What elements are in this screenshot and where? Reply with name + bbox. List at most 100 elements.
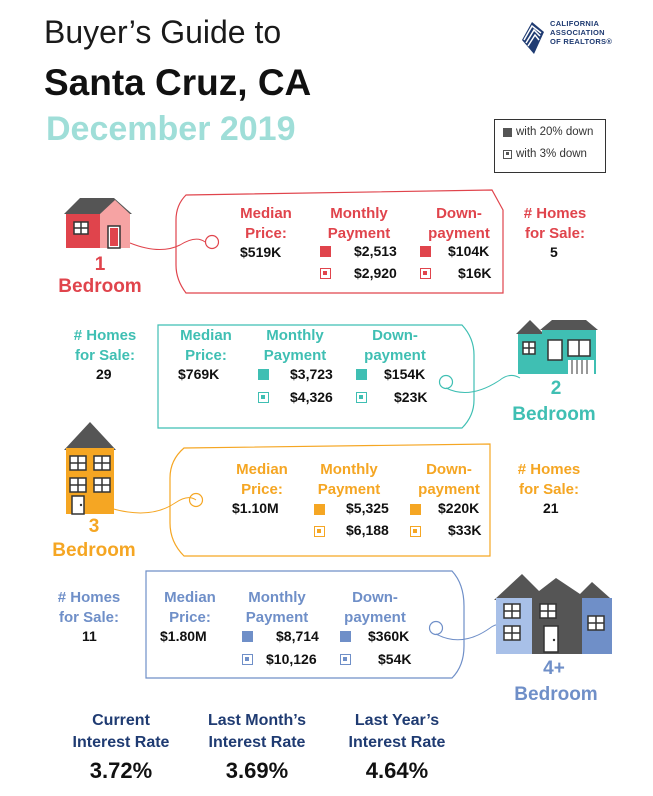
legend: with 20% down with 3% down	[494, 119, 606, 173]
car-logo-icon	[522, 22, 544, 54]
median-label-2-b: Price:	[185, 347, 227, 364]
down-label-4-b: payment	[344, 609, 406, 626]
down20-value-3: $220K	[438, 500, 480, 516]
median-value-4: $1.80M	[160, 628, 207, 644]
legend-solid-label: with 20% down	[516, 126, 594, 138]
hollow-square-icon	[320, 268, 331, 279]
homes-value-3: 21	[543, 500, 559, 516]
bedroom-2-number: 2	[550, 378, 562, 399]
median-value-3: $1.10M	[232, 500, 279, 516]
homes-value-2: 29	[96, 366, 112, 382]
hollow-square-icon	[258, 392, 269, 403]
monthly3-value-4: $10,126	[266, 651, 317, 667]
tag-2-bedroom	[157, 324, 521, 429]
down-label-3: Down- payment	[404, 460, 494, 500]
hollow-square-icon	[356, 392, 367, 403]
down20-value-1: $104K	[448, 243, 490, 259]
last-month-rate-label-b: Interest Rate	[208, 734, 306, 751]
median-label-1-a: Median	[240, 205, 292, 222]
hollow-square-icon	[242, 654, 253, 665]
down-label-2: Down- payment	[350, 326, 440, 366]
current-rate-label-b: Interest Rate	[72, 734, 170, 751]
down-label-4-a: Down-	[352, 589, 398, 606]
monthly20-value-2: $3,723	[290, 366, 333, 382]
median-label-2: Median Price:	[166, 326, 246, 366]
homes-label-3-b: for Sale:	[518, 481, 579, 498]
median-label-3-a: Median	[236, 461, 288, 478]
homes-label-2: # Homes for Sale:	[60, 326, 150, 366]
down-label-2-a: Down-	[372, 327, 418, 344]
median-value-2: $769K	[178, 366, 220, 382]
monthly3-value-2: $4,326	[290, 389, 333, 405]
current-rate-label: Current Interest Rate	[56, 710, 186, 754]
title-date: December 2019	[46, 110, 296, 148]
hollow-square-icon	[410, 526, 421, 537]
down20-value-2: $154K	[384, 366, 426, 382]
down3-value-4: $54K	[378, 651, 412, 667]
homes-label-1-a: # Homes	[523, 205, 587, 222]
monthly-label-3-b: Payment	[317, 481, 381, 498]
homes-label-1-b: for Sale:	[524, 225, 585, 242]
homes-label-4: # Homes for Sale:	[44, 588, 134, 628]
bedroom-1-label: Bedroom	[58, 276, 142, 297]
homes-label-3: # Homes for Sale:	[504, 460, 594, 500]
homes-label-1: # Homes for Sale:	[510, 204, 600, 244]
down-label-4: Down- payment	[330, 588, 420, 628]
median-label-4-a: Median	[164, 589, 216, 606]
title-line-1: Buyer’s Guide to	[44, 14, 282, 50]
homes-label-4-a: # Homes	[57, 589, 121, 606]
solid-square-icon	[503, 127, 512, 137]
legend-hollow: with 3% down	[503, 148, 587, 160]
monthly-label-3: Monthly Payment	[304, 460, 394, 500]
current-rate-value: 3.72%	[89, 758, 153, 783]
solid-square-icon	[314, 504, 325, 515]
homes-label-4-b: for Sale:	[58, 609, 119, 626]
last-year-rate-label: Last Year’s Interest Rate	[332, 710, 462, 754]
monthly-label-4: Monthly Payment	[232, 588, 322, 628]
median-label-1: Median Price:	[226, 204, 306, 244]
bedroom-4-label: Bedroom	[514, 684, 598, 705]
house-1-bedroom-icon	[64, 198, 132, 249]
solid-square-icon	[356, 369, 367, 380]
median-value-1: $519K	[240, 244, 282, 260]
median-label-3: Median Price:	[222, 460, 302, 500]
monthly-label-1: Monthly Payment	[314, 204, 404, 244]
down-label-1-b: payment	[428, 225, 490, 242]
hollow-square-icon	[503, 149, 512, 159]
homes-label-3-a: # Homes	[517, 461, 581, 478]
homes-label-2-a: # Homes	[73, 327, 137, 344]
down-label-3-b: payment	[418, 481, 480, 498]
solid-square-icon	[420, 246, 431, 257]
bedroom-4-number: 4+	[543, 658, 565, 679]
last-month-rate-label-a: Last Month’s	[207, 712, 307, 729]
last-month-rate-label: Last Month’s Interest Rate	[192, 710, 322, 754]
monthly3-value-3: $6,188	[346, 522, 389, 538]
down-label-2-b: payment	[364, 347, 426, 364]
solid-square-icon	[258, 369, 269, 380]
down3-value-3: $33K	[448, 522, 482, 538]
last-month-rate-value: 3.69%	[225, 758, 289, 783]
monthly-label-2-a: Monthly	[266, 327, 324, 344]
bedroom-3-label: Bedroom	[52, 540, 136, 561]
median-label-4-b: Price:	[169, 609, 211, 626]
hollow-square-icon	[314, 526, 325, 537]
monthly-label-3-a: Monthly	[320, 461, 378, 478]
homes-value-1: 5	[550, 244, 558, 260]
down3-value-2: $23K	[394, 389, 428, 405]
logo-text: CALIFORNIA ASSOCIATION OF REALTORS®	[550, 19, 612, 46]
monthly-label-2: Monthly Payment	[250, 326, 340, 366]
solid-square-icon	[242, 631, 253, 642]
median-label-2-a: Median	[180, 327, 232, 344]
logo-text-line-3: OF REALTORS®	[550, 37, 613, 46]
down-label-1: Down- payment	[414, 204, 504, 244]
down-label-1-a: Down-	[436, 205, 482, 222]
house-3-bedroom-icon	[64, 422, 116, 515]
hollow-square-icon	[340, 654, 351, 665]
legend-hollow-label: with 3% down	[516, 148, 587, 160]
down20-value-4: $360K	[368, 628, 410, 644]
monthly20-value-1: $2,513	[354, 243, 397, 259]
monthly-label-1-b: Payment	[327, 225, 391, 242]
hollow-square-icon	[420, 268, 431, 279]
monthly20-value-3: $5,325	[346, 500, 389, 516]
median-label-4: Median Price:	[150, 588, 230, 628]
